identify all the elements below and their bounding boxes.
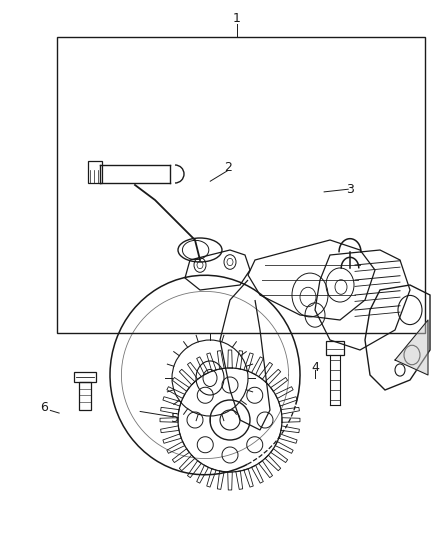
Bar	[57, 37, 425, 333]
Bar	[326, 341, 344, 355]
Text: 5: 5	[171, 412, 179, 425]
Text: 3: 3	[346, 183, 354, 196]
Text: 6: 6	[40, 401, 48, 414]
Text: 2: 2	[224, 161, 232, 174]
Bar	[79, 382, 91, 410]
Text: 1: 1	[233, 12, 240, 25]
Text: 4: 4	[311, 361, 319, 374]
Bar	[88, 161, 102, 183]
Bar	[74, 372, 96, 382]
Polygon shape	[395, 320, 428, 375]
